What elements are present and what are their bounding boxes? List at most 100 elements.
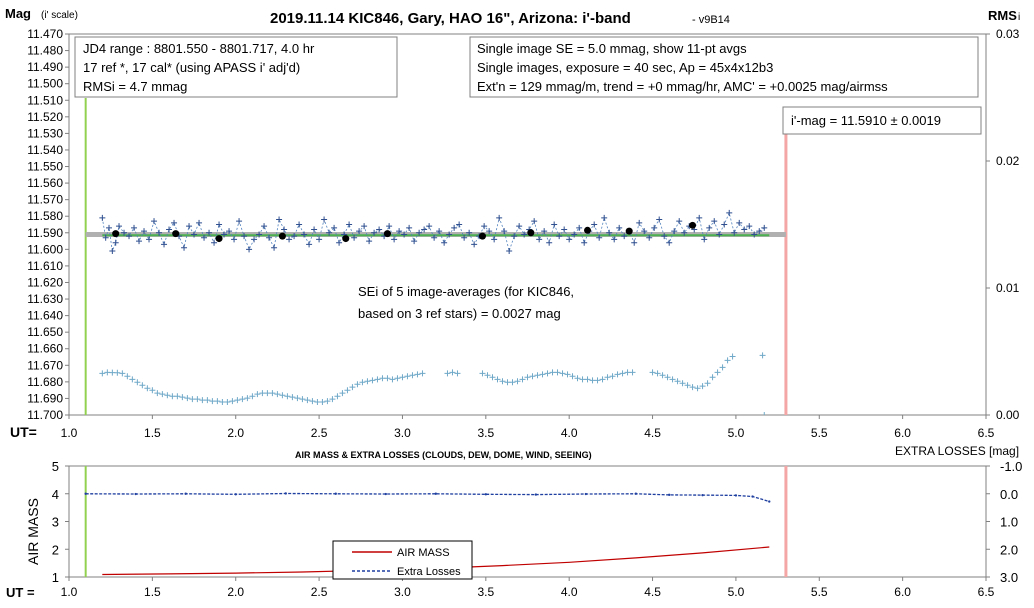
single-image-point xyxy=(166,226,173,233)
single-image-point xyxy=(186,223,193,230)
single-image-point xyxy=(336,239,343,246)
y-tick-label: 11.560 xyxy=(27,176,63,190)
single-image-point xyxy=(256,231,263,238)
single-image-point xyxy=(306,241,313,248)
y2-tick-label: 0.03 xyxy=(996,27,1020,41)
rms-point xyxy=(304,397,311,404)
bottom-ylabel: AIR MASS xyxy=(25,498,41,565)
extra-losses-point xyxy=(134,492,137,496)
rms-point xyxy=(534,372,541,379)
average-point xyxy=(478,232,486,240)
single-image-point xyxy=(566,236,573,243)
single-image-point xyxy=(536,236,543,243)
extra-losses-point xyxy=(668,493,671,497)
rms-point xyxy=(684,382,691,389)
rms-point xyxy=(759,352,766,359)
single-image-point xyxy=(511,233,518,240)
single-image-point xyxy=(151,218,158,225)
single-image-point xyxy=(646,234,653,241)
average-point xyxy=(342,235,350,243)
rms-point xyxy=(419,370,426,377)
single-image-point xyxy=(396,228,403,235)
extra-losses-point xyxy=(434,492,437,495)
single-image-point xyxy=(266,234,273,241)
sei-line-2: based on 3 ref stars) = 0.0027 mag xyxy=(358,306,561,321)
rms-point xyxy=(629,369,636,376)
rms-point xyxy=(594,377,601,384)
sei-box: SEi of 5 image-averages (for KIC846, bas… xyxy=(358,284,574,321)
rms-point xyxy=(184,395,191,402)
rms-point xyxy=(719,364,726,371)
mag-box: i'-mag = 11.5910 ± 0.0019 xyxy=(782,106,982,135)
y-tick-label: 11.690 xyxy=(27,391,63,405)
bottom-y-tick-label: 1 xyxy=(52,570,59,585)
rms-point xyxy=(564,371,571,378)
extra-losses-point xyxy=(184,492,187,495)
rms-point xyxy=(339,390,346,397)
rms-point xyxy=(104,369,111,376)
rms-point xyxy=(724,357,731,364)
rms-point xyxy=(229,398,236,405)
single-image-point xyxy=(311,226,318,233)
rms-point xyxy=(149,387,156,394)
single-image-point xyxy=(751,231,758,238)
single-image-point xyxy=(246,246,253,253)
x-tick-label: 3.5 xyxy=(477,426,494,440)
single-image-point xyxy=(596,234,603,241)
single-image-point xyxy=(456,221,463,228)
rms-point xyxy=(299,396,306,403)
single-image-point xyxy=(591,221,598,228)
single-image-point xyxy=(406,224,413,231)
single-image-point xyxy=(431,234,438,241)
rms-point xyxy=(699,383,706,390)
bottom-y-tick-label: 4 xyxy=(52,487,59,502)
rms-point xyxy=(234,397,241,404)
single-image-point xyxy=(481,223,488,230)
single-image-point xyxy=(641,228,648,235)
rms-point xyxy=(694,385,701,392)
single-image-point xyxy=(321,216,328,223)
extra-losses-point xyxy=(734,494,738,497)
single-image-point xyxy=(291,233,298,240)
single-image-point xyxy=(731,229,738,236)
rms-point xyxy=(359,379,366,386)
single-image-point xyxy=(621,233,628,240)
rms-point xyxy=(224,399,231,406)
y2label-sub: i xyxy=(1018,12,1020,23)
y-tick-label: 11.500 xyxy=(27,77,63,91)
bottom-x-tick-label: 2.5 xyxy=(311,585,328,599)
single-image-point xyxy=(636,219,643,226)
x-tick-label: 1.0 xyxy=(61,426,78,440)
rms-point xyxy=(144,385,151,392)
rms-point xyxy=(239,396,246,403)
single-image-point xyxy=(331,224,338,231)
rms-point xyxy=(609,373,616,380)
y-tick-label: 11.670 xyxy=(27,358,63,372)
y-tick-label: 11.700 xyxy=(27,408,63,422)
bottom-y2-axis: -1.0 0.0 1.0 2.0 3.0 xyxy=(986,459,1022,585)
y-tick-label: 11.590 xyxy=(27,226,63,240)
extra-losses-point xyxy=(534,493,538,496)
x-tick-label: 5.0 xyxy=(728,426,745,440)
rms-point xyxy=(679,380,686,387)
rms-point xyxy=(729,353,736,360)
single-image-point xyxy=(216,221,223,228)
single-image-point xyxy=(421,226,428,233)
rms-point xyxy=(494,376,501,383)
bottom-title: AIR MASS & EXTRA LOSSES (CLOUDS, DEW, DO… xyxy=(295,450,592,460)
single-image-point xyxy=(271,244,278,251)
single-image-point xyxy=(716,231,723,238)
rms-point xyxy=(329,396,336,403)
rms-point xyxy=(414,371,421,378)
y-tick-label: 11.480 xyxy=(27,44,63,58)
bottom-y-tick-label: 2 xyxy=(52,542,59,557)
extra-losses-point xyxy=(584,492,588,496)
extra-losses-point xyxy=(751,495,754,498)
x-tick-label: 1.5 xyxy=(144,426,161,440)
single-image-point xyxy=(696,214,703,221)
single-image-point xyxy=(676,218,683,225)
rms-point xyxy=(649,369,656,376)
y-tick-label: 11.620 xyxy=(27,275,63,289)
